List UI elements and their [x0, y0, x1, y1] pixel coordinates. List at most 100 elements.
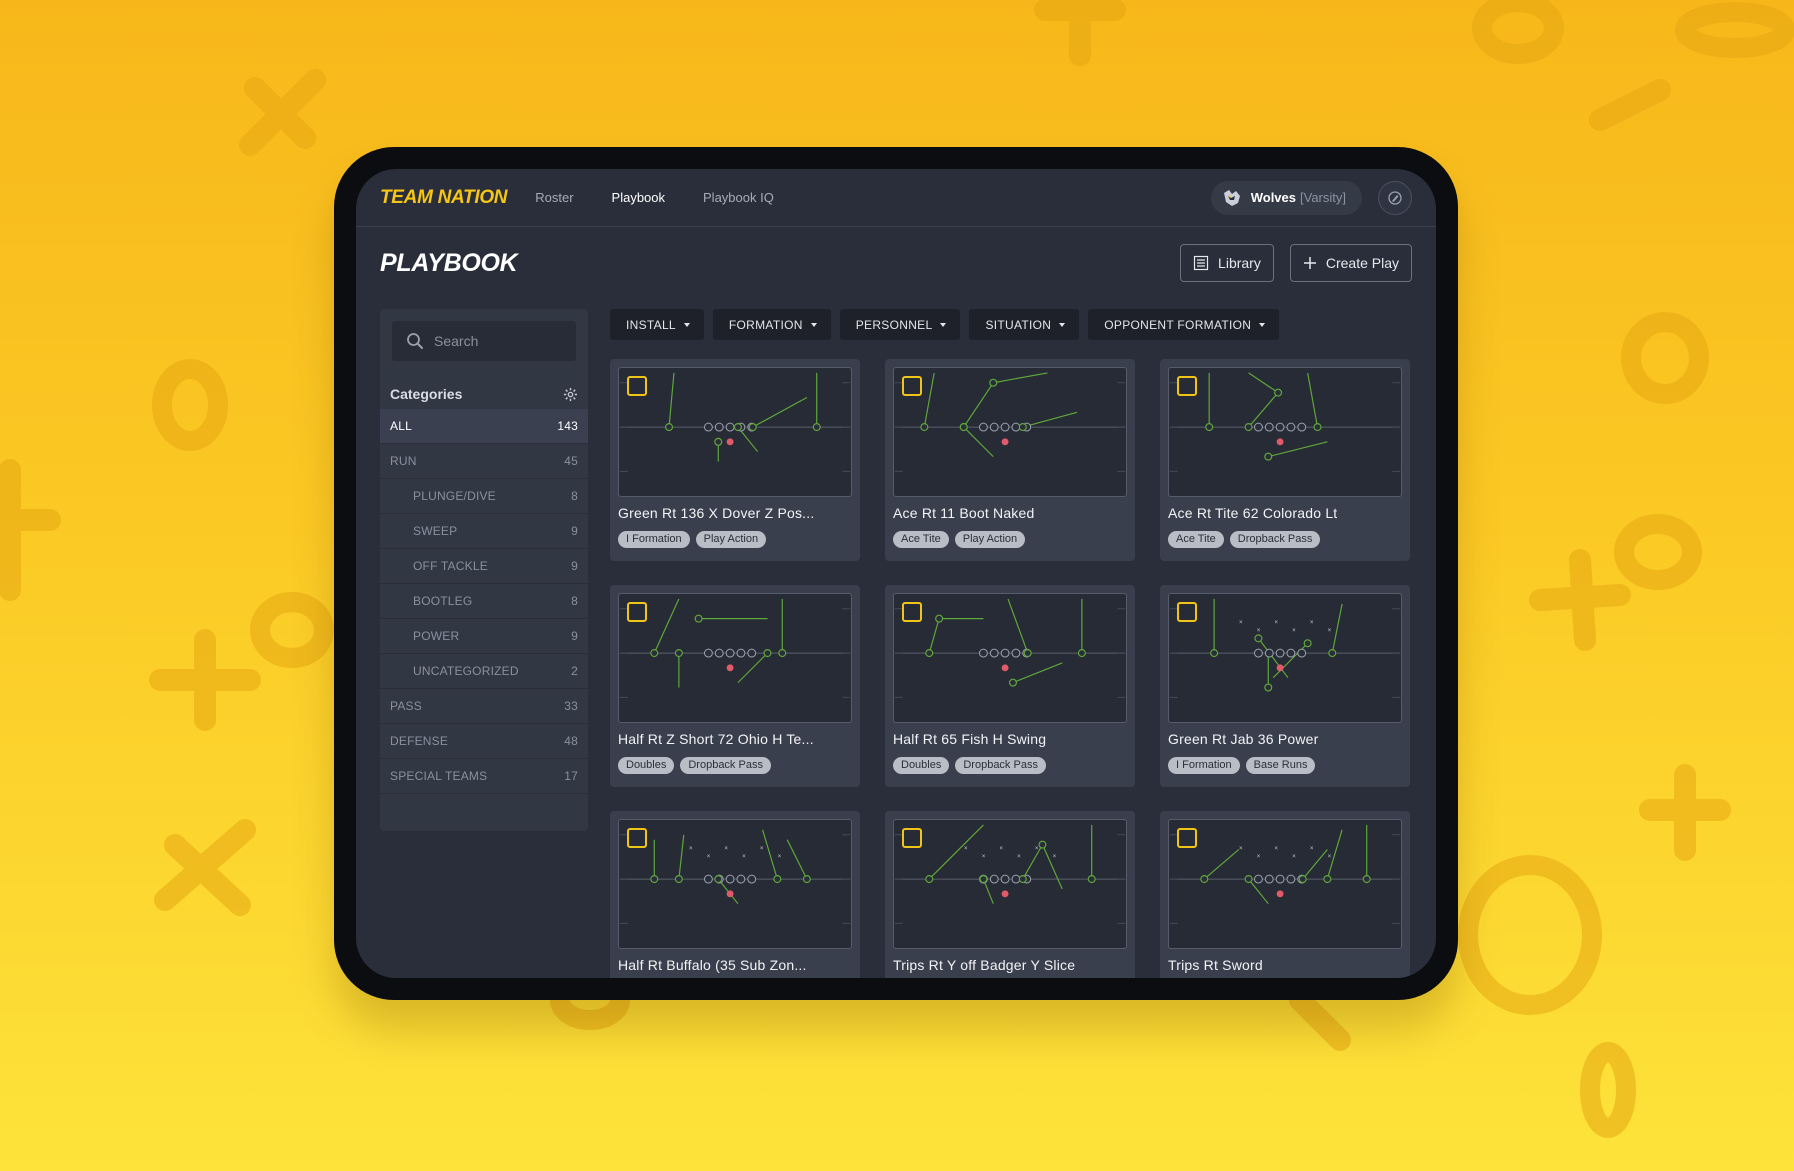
play-card[interactable]: Half Rt Z Short 72 Ohio H Te... Doubles Dr…: [610, 585, 860, 787]
lineman-marker: [703, 874, 713, 884]
top-nav: TEAM NATION Roster Playbook Playbook IQ …: [356, 169, 1436, 227]
player-marker: [802, 875, 811, 884]
play-diagram[interactable]: × × × × × ×: [1168, 593, 1402, 723]
play-title: Half Rt 65 Fish H Swing: [893, 731, 1047, 747]
category-item[interactable]: UNCATEGORIZED 2: [380, 654, 588, 689]
category-count: 33: [564, 699, 578, 713]
route-line: [923, 372, 935, 428]
play-select-checkbox[interactable]: [627, 376, 647, 396]
filter-dropdown[interactable]: INSTALL: [610, 309, 704, 340]
play-tag[interactable]: Dropback Pass: [955, 757, 1046, 774]
app-logo[interactable]: TEAM NATION: [380, 186, 508, 208]
category-item[interactable]: RUN 45: [380, 444, 588, 479]
play-diagram[interactable]: × × × × × ×: [1168, 819, 1402, 949]
lineman-marker: [714, 422, 724, 432]
profile-button[interactable]: [1378, 180, 1412, 215]
play-card[interactable]: Half Rt 65 Fish H Swing Doubles Dropback P…: [885, 585, 1135, 787]
play-tag[interactable]: Ace Tite: [1168, 531, 1224, 548]
play-diagram[interactable]: × × × × × ×: [618, 819, 852, 949]
play-tag[interactable]: Base Runs: [1245, 757, 1316, 774]
category-item[interactable]: SWEEP 9: [380, 514, 588, 549]
gear-icon[interactable]: [563, 387, 578, 402]
play-tag[interactable]: Dropback Pass: [680, 757, 771, 774]
play-diagram[interactable]: [893, 593, 1127, 723]
play-card[interactable]: Ace Rt Tite 62 Colorado Lt Ace Tite Dropba…: [1160, 359, 1410, 561]
play-diagram[interactable]: [618, 593, 852, 723]
filter-dropdown[interactable]: PERSONNEL: [839, 309, 961, 340]
route-line: [1248, 372, 1279, 394]
category-item[interactable]: DEFENSE 48: [380, 724, 588, 759]
create-play-label: Create Play: [1325, 255, 1399, 271]
play-select-checkbox[interactable]: [1177, 828, 1197, 848]
play-tag[interactable]: I Formation: [1168, 757, 1240, 774]
nav-roster[interactable]: Roster: [535, 190, 574, 205]
quarterback-marker: [1276, 438, 1284, 446]
quarterback-marker: [726, 664, 734, 672]
category-item[interactable]: PLUNGE/DIVE 8: [380, 479, 588, 514]
defender-marker: ×: [1052, 853, 1056, 859]
play-card[interactable]: Green Rt 136 X Dover Z Pos... I Formation…: [610, 359, 860, 561]
lineman-marker: [1011, 648, 1021, 658]
play-tag[interactable]: Doubles: [893, 757, 950, 774]
player-marker: [748, 423, 757, 432]
play-tag[interactable]: Play Action: [695, 531, 767, 548]
play-card[interactable]: Ace Rt 11 Boot Naked Ace Tite Play Action: [885, 359, 1135, 561]
play-tag[interactable]: Doubles: [618, 757, 675, 774]
player-marker: [1303, 639, 1312, 648]
play-select-checkbox[interactable]: [902, 376, 922, 396]
player-marker: [959, 423, 968, 432]
play-title: Half Rt Buffalo (35 Sub Zon...: [618, 957, 807, 973]
player-marker: [773, 875, 782, 884]
defender-marker: ×: [1327, 853, 1331, 859]
lineman-marker: [1253, 874, 1263, 884]
play-select-checkbox[interactable]: [627, 602, 647, 622]
category-item[interactable]: POWER 9: [380, 619, 588, 654]
play-select-checkbox[interactable]: [902, 602, 922, 622]
play-tag[interactable]: Play Action: [954, 531, 1026, 548]
play-select-checkbox[interactable]: [1177, 602, 1197, 622]
category-label: BOOTLEG: [413, 594, 473, 608]
lineman-marker: [736, 648, 746, 658]
category-item[interactable]: PASS 33: [380, 689, 588, 724]
category-item[interactable]: ALL 143: [380, 409, 588, 444]
play-tag[interactable]: Ace Tite: [893, 531, 949, 548]
team-selector[interactable]: Wolves [Varsity]: [1210, 180, 1362, 215]
route-line: [1041, 844, 1063, 890]
nav-playbook-iq[interactable]: Playbook IQ: [703, 190, 774, 205]
play-select-checkbox[interactable]: [1177, 376, 1197, 396]
route-line: [1248, 392, 1279, 428]
nav-playbook[interactable]: Playbook: [611, 190, 666, 205]
category-label: SPECIAL TEAMS: [390, 769, 488, 783]
team-name: Wolves: [1250, 190, 1296, 205]
category-item[interactable]: SPECIAL TEAMS 17: [380, 759, 588, 794]
library-label: Library: [1218, 255, 1261, 271]
create-play-button[interactable]: Create Play: [1289, 244, 1412, 282]
player-marker: [1323, 875, 1332, 884]
play-diagram[interactable]: [618, 367, 852, 497]
filter-dropdown[interactable]: OPPONENT FORMATION: [1088, 309, 1280, 340]
player-marker: [1210, 649, 1219, 658]
play-tag[interactable]: Dropback Pass: [1229, 531, 1321, 548]
play-card[interactable]: × × × × × × Half Rt Buffalo (35 Sub Zon...: [610, 811, 860, 978]
play-select-checkbox[interactable]: [627, 828, 647, 848]
search-box[interactable]: [392, 321, 576, 361]
filter-dropdown[interactable]: SITUATION: [969, 309, 1080, 340]
category-item[interactable]: BOOTLEG 8: [380, 584, 588, 619]
player-marker: [763, 649, 772, 658]
search-input[interactable]: [434, 333, 554, 349]
play-diagram[interactable]: [893, 367, 1127, 497]
play-card[interactable]: × × × × × × Trips Rt Y off Badger Y Slice: [885, 811, 1135, 978]
filter-dropdown[interactable]: FORMATION: [712, 309, 831, 340]
defender-marker: ×: [1327, 627, 1331, 633]
play-diagram[interactable]: × × × × × ×: [893, 819, 1127, 949]
play-tag[interactable]: I Formation: [618, 531, 690, 548]
category-item[interactable]: OFF TACKLE 9: [380, 549, 588, 584]
player-marker: [714, 437, 723, 446]
library-button[interactable]: Library: [1180, 244, 1274, 282]
play-diagram[interactable]: [1168, 367, 1402, 497]
play-card[interactable]: × × × × × × Trips Rt Sword: [1160, 811, 1410, 978]
category-label: POWER: [413, 629, 460, 643]
play-select-checkbox[interactable]: [902, 828, 922, 848]
defender-marker: ×: [1239, 846, 1243, 852]
play-card[interactable]: × × × × × × Green Rt Jab 36 Power I Formation Ba…: [1160, 585, 1410, 787]
